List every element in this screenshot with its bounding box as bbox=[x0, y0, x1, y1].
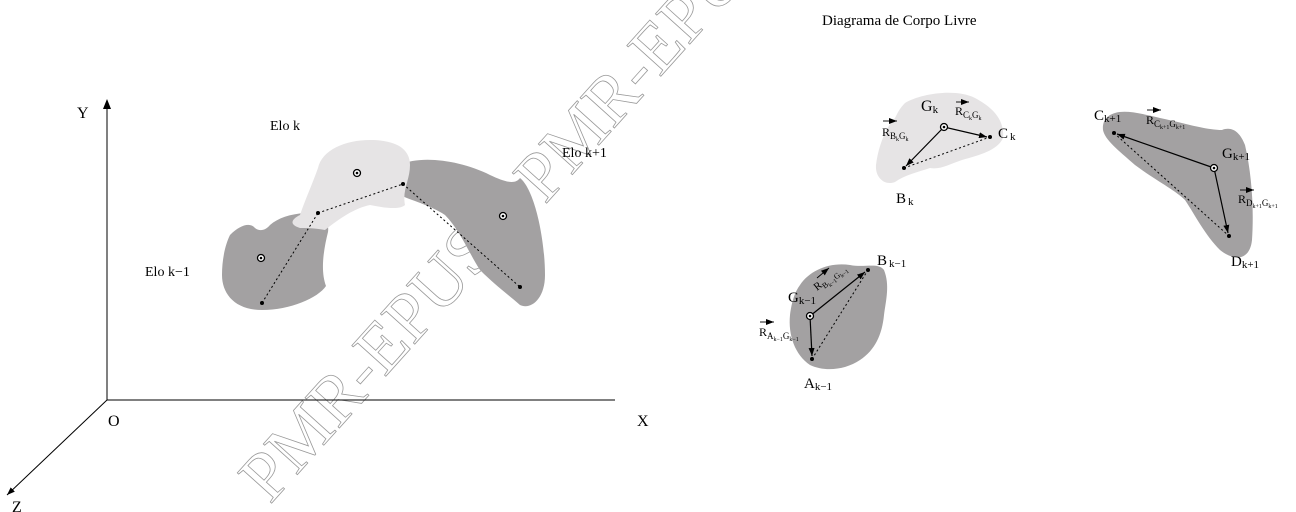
center-of-mass-icon bbox=[939, 122, 949, 132]
joint-dot bbox=[518, 285, 522, 289]
svg-text:RBkGk: RBkGk bbox=[882, 125, 909, 143]
svg-text:RCk+1Gk+1: RCk+1Gk+1 bbox=[1146, 113, 1185, 131]
label-r-bk1-gk1: RBk−1Gk−1 bbox=[811, 261, 851, 297]
y-axis-label: Y bbox=[77, 105, 89, 122]
link-k-shape bbox=[292, 140, 410, 230]
center-of-mass-icon bbox=[805, 311, 815, 321]
link-k-minus-1-shape bbox=[222, 212, 329, 310]
fbd-k-minus-1-arrow-b bbox=[809, 271, 866, 317]
center-of-mass-icon bbox=[352, 168, 362, 178]
svg-text:RAk−1Gk−1: RAk−1Gk−1 bbox=[759, 325, 799, 343]
fbd-k-plus-1-dotted bbox=[1113, 132, 1230, 237]
label-d-k-plus-1: Dk+1 bbox=[1231, 254, 1259, 271]
link-label-k-plus-1: Elo k+1 bbox=[562, 146, 607, 161]
label-c-k-plus-1: Ck+1 bbox=[1094, 108, 1121, 125]
origin-label: O bbox=[108, 413, 120, 430]
center-of-mass-icon bbox=[498, 211, 508, 221]
link-k-plus-1-line bbox=[402, 183, 521, 288]
watermark-2: PMR-EPUSP bbox=[500, 0, 812, 216]
label-r-dk1-gk1: RDk+1Gk+1 bbox=[1238, 187, 1278, 210]
z-axis-label: Z bbox=[12, 499, 22, 512]
z-axis bbox=[6, 399, 108, 496]
fbd-k-minus-1-arrow-a bbox=[808, 315, 815, 357]
svg-text:RDk+1Gk+1: RDk+1Gk+1 bbox=[1238, 192, 1278, 210]
svg-text:RBk−1Gk−1: RBk−1Gk−1 bbox=[811, 261, 850, 297]
center-of-mass-icon bbox=[1209, 163, 1219, 173]
joint-dot bbox=[902, 166, 906, 170]
joint-dot bbox=[866, 268, 870, 272]
fbd-link-k-plus-1-shape bbox=[1102, 111, 1253, 258]
label-a-k-minus-1: Ak−1 bbox=[804, 376, 832, 393]
label-r-ak1-gk1: RAk−1Gk−1 bbox=[759, 319, 799, 343]
center-of-mass-icon bbox=[256, 253, 266, 263]
label-g-k-plus-1: Gk+1 bbox=[1222, 146, 1250, 163]
label-g-k: Gk bbox=[921, 98, 939, 116]
fbd-k-plus-1-arrow-c bbox=[1116, 133, 1215, 169]
fbd-k-arrow-c bbox=[943, 126, 988, 139]
label-r-ck-gk: RCkGk bbox=[955, 99, 982, 122]
fbd-k-dotted bbox=[903, 136, 991, 169]
label-r-bk-gk: RBkGk bbox=[882, 118, 909, 143]
joint-dot bbox=[401, 182, 405, 186]
joint-dot bbox=[810, 357, 814, 361]
joint-dot bbox=[260, 301, 264, 305]
link-label-k-minus-1: Elo k−1 bbox=[145, 265, 190, 280]
link-label-k: Elo k bbox=[270, 119, 300, 134]
joint-dot bbox=[316, 211, 320, 215]
fbd-k-plus-1-arrow-d bbox=[1213, 167, 1230, 234]
joint-dot bbox=[1227, 234, 1231, 238]
label-g-k-minus-1: Gk−1 bbox=[788, 290, 816, 307]
link-k-line bbox=[317, 183, 404, 214]
svg-text:RCkGk: RCkGk bbox=[955, 104, 982, 122]
link-k-plus-1-shape bbox=[400, 159, 545, 307]
joint-dot bbox=[1112, 131, 1116, 135]
diagram-title: Diagrama de Corpo Livre bbox=[822, 13, 977, 29]
fbd-k-arrow-b bbox=[905, 126, 945, 167]
label-r-ck1-gk1: RCk+1Gk+1 bbox=[1146, 107, 1185, 131]
joint-dot bbox=[988, 135, 992, 139]
x-axis-label: X bbox=[637, 413, 649, 430]
